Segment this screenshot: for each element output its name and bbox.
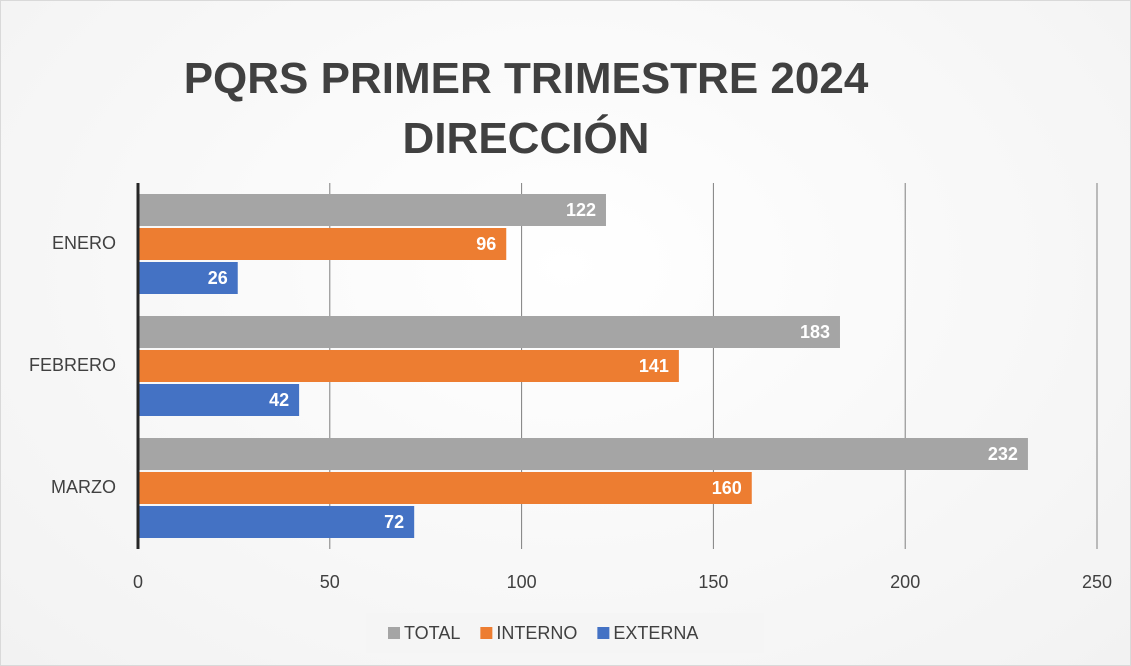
bar [138, 506, 415, 538]
bar [138, 316, 840, 348]
y-tick-label: ENERO [52, 233, 116, 253]
data-label: 232 [988, 444, 1018, 464]
x-tick-label: 200 [890, 572, 920, 592]
legend-label: TOTAL [404, 623, 460, 643]
legend-swatch [388, 627, 400, 639]
legend-label: INTERNO [496, 623, 577, 643]
bar [138, 228, 507, 260]
data-label: 42 [269, 390, 289, 410]
data-label: 72 [384, 512, 404, 532]
bar [138, 438, 1028, 470]
x-tick-label: 50 [320, 572, 340, 592]
bar [138, 194, 606, 226]
legend-swatch [480, 627, 493, 639]
x-tick-label: 100 [507, 572, 537, 592]
x-tick-label: 250 [1082, 572, 1112, 592]
y-tick-label: MARZO [51, 477, 116, 497]
data-label: 96 [476, 234, 496, 254]
bar [138, 350, 679, 382]
bar [138, 384, 300, 416]
data-label: 183 [800, 322, 830, 342]
x-tick-label: 0 [133, 572, 143, 592]
y-tick-label: FEBRERO [29, 355, 116, 375]
data-label: 160 [712, 478, 742, 498]
legend-box [366, 613, 764, 653]
bar [138, 262, 238, 294]
data-label: 122 [566, 200, 596, 220]
legend-label: EXTERNA [613, 623, 698, 643]
chart-title: PQRS PRIMER TRIMESTRE 2024 DIRECCIÓN [183, 54, 869, 163]
data-label: 26 [208, 268, 228, 288]
bar [138, 472, 752, 504]
x-tick-label: 150 [698, 572, 728, 592]
legend-swatch [597, 627, 610, 639]
data-label: 141 [639, 356, 669, 376]
